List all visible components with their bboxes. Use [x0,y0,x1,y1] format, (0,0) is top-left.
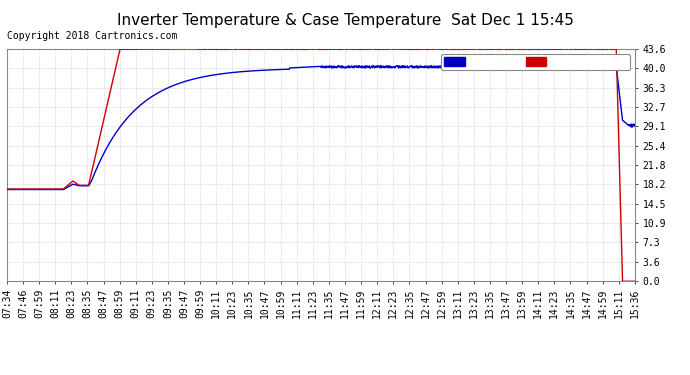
Text: Copyright 2018 Cartronics.com: Copyright 2018 Cartronics.com [7,32,177,41]
Text: Inverter Temperature & Case Temperature  Sat Dec 1 15:45: Inverter Temperature & Case Temperature … [117,13,573,28]
Legend: Case  (°C), Inverter  (°C): Case (°C), Inverter (°C) [441,54,629,70]
